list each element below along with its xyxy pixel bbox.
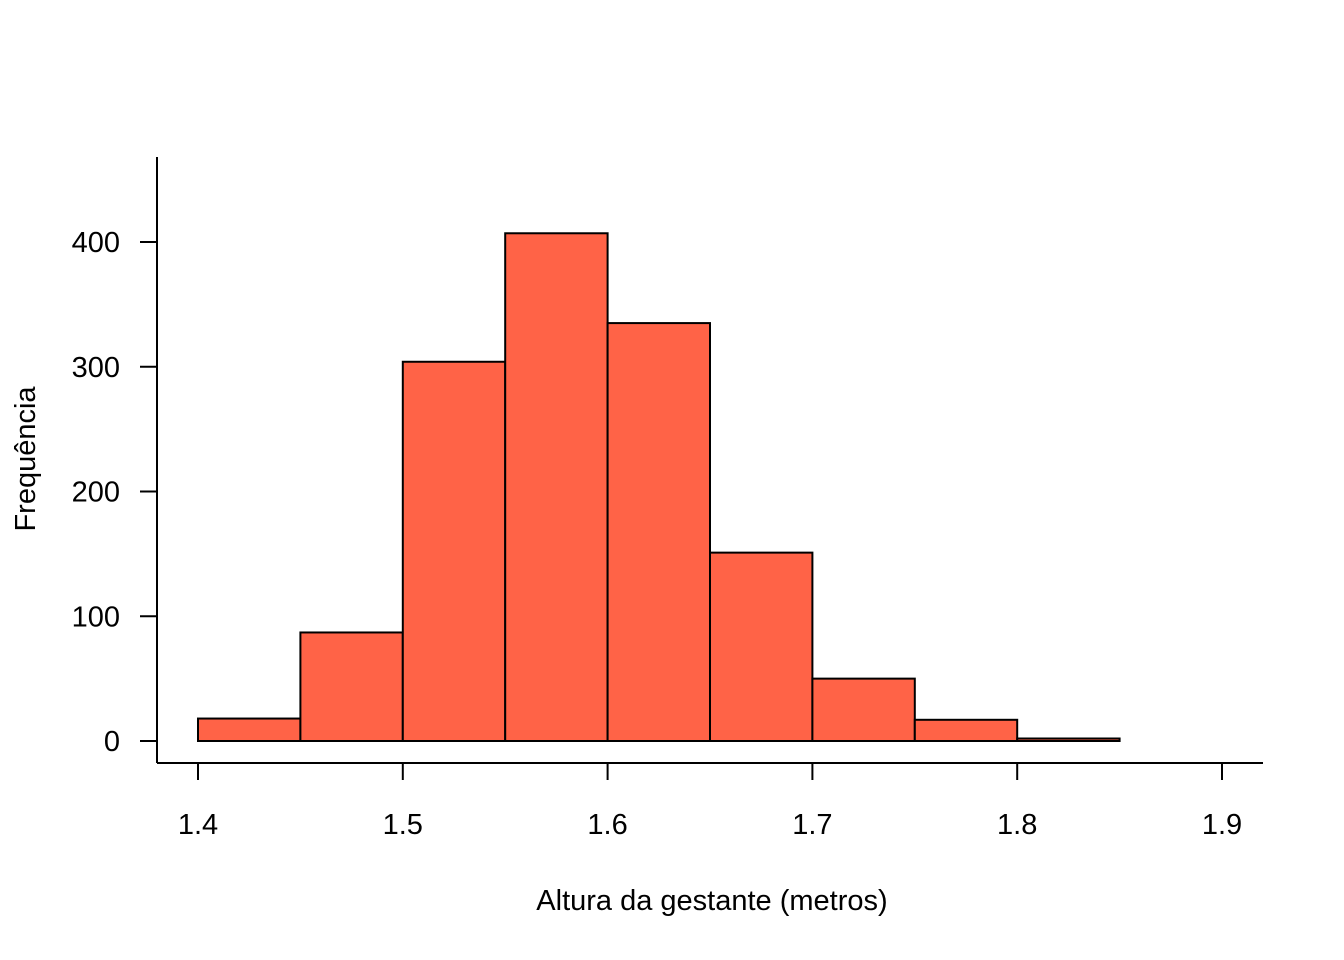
histogram-bar xyxy=(606,322,711,742)
y-axis-title: Frequência xyxy=(10,386,42,532)
histogram-bars xyxy=(197,232,1121,743)
y-axis-ticks: 0 100 200 300 400 xyxy=(72,227,157,758)
x-axis-ticks: 1.4 1.5 1.6 1.7 1.8 1.9 xyxy=(178,763,1242,841)
x-tick-label: 1.7 xyxy=(792,809,832,841)
y-tick-label: 100 xyxy=(72,601,120,633)
histogram-bar xyxy=(504,232,609,743)
x-tick-label: 1.5 xyxy=(383,809,423,841)
x-tick-label: 1.6 xyxy=(587,809,627,841)
histogram-bar xyxy=(401,360,507,742)
histogram-bar xyxy=(709,551,814,742)
y-tick-label: 0 xyxy=(104,726,120,758)
histogram-bar xyxy=(913,718,1019,742)
y-tick-label: 400 xyxy=(72,227,120,259)
histogram-bar xyxy=(1016,737,1121,743)
y-tick-label: 300 xyxy=(72,352,120,384)
x-tick-label: 1.9 xyxy=(1202,809,1242,841)
x-tick-label: 1.4 xyxy=(178,809,218,841)
y-tick-label: 200 xyxy=(72,477,120,509)
x-tick-label: 1.8 xyxy=(997,809,1037,841)
histogram-bar xyxy=(197,717,302,742)
x-axis-title: Altura da gestante (metros) xyxy=(536,885,887,917)
histogram-bar xyxy=(299,631,404,743)
histogram-bar xyxy=(811,677,916,742)
